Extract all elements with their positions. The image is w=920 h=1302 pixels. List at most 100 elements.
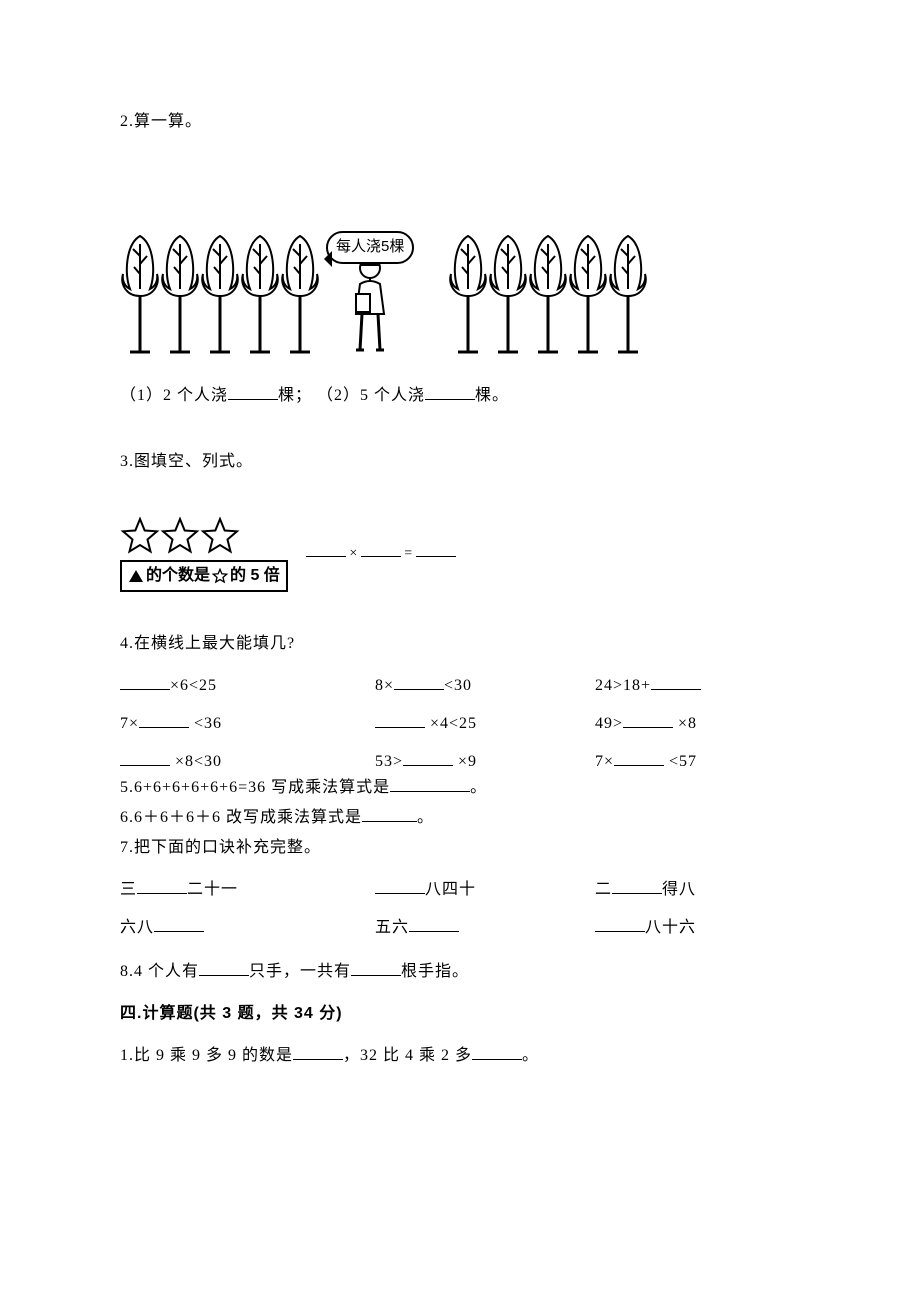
- text: 8.4 个人有: [120, 963, 199, 980]
- q6: 6.6＋6＋6＋6 改写成乘法算式是 。: [120, 806, 800, 830]
- q3-box-b: 的 5 倍: [230, 564, 280, 588]
- text: 二: [595, 881, 612, 898]
- blank: [137, 878, 187, 893]
- text: 8×: [375, 677, 394, 694]
- triangle-icon: [128, 569, 144, 583]
- q3-figure: 的个数是 的 5 倍 × =: [120, 516, 800, 592]
- tree-icon: [280, 234, 320, 354]
- blank: [375, 878, 425, 893]
- q3-box: 的个数是 的 5 倍: [120, 560, 288, 592]
- text: 得八: [662, 881, 696, 898]
- text: 1.比 9 乘 9 多 9 的数是: [120, 1047, 293, 1064]
- equals-sign: =: [404, 546, 412, 561]
- teacher-icon: [344, 254, 396, 354]
- tree-group-right: [448, 234, 648, 354]
- text: 五六: [375, 919, 409, 936]
- q7-title: 7.把下面的口诀补充完整。: [120, 836, 800, 860]
- blank: [394, 674, 444, 689]
- blank: [293, 1044, 343, 1059]
- text: 根手指。: [401, 963, 469, 980]
- blank: [390, 776, 470, 791]
- blank: [199, 960, 249, 975]
- star-icon: [120, 516, 160, 556]
- text: 7×: [120, 715, 139, 732]
- tree-icon: [608, 234, 648, 354]
- text: ，32 比 4 乘 2 多: [343, 1047, 472, 1064]
- blank: [612, 878, 662, 893]
- q2-sub1-a: （1）2 个人浇: [120, 387, 228, 404]
- q4-row1: ×6<25 8×<30 24>18+: [120, 674, 800, 698]
- q4-row2: 7× <36 ×4<25 49> ×8: [120, 712, 800, 736]
- worksheet-page: 2.算一算。 每人浇5棵 （1）2 个人浇 棵； （2）5 个人浇 棵。: [0, 0, 920, 1302]
- q7-row1: 三二十一 八四十 二得八: [120, 878, 800, 902]
- text: ×6<25: [170, 677, 217, 694]
- text: <57: [664, 753, 697, 770]
- blank: [351, 960, 401, 975]
- text: 八四十: [425, 881, 476, 898]
- q2-sub2-b: 棵。: [475, 387, 509, 404]
- q2-sub1-b: 棵；: [278, 387, 312, 404]
- trees-row: 每人浇5棵: [120, 176, 800, 354]
- blank: [416, 543, 456, 557]
- speech-bubble: 每人浇5棵: [326, 231, 414, 264]
- text: ×9: [453, 753, 477, 770]
- blank: [472, 1044, 522, 1059]
- q8: 8.4 个人有只手，一共有根手指。: [120, 960, 800, 984]
- text: 二十一: [187, 881, 238, 898]
- text: 六八: [120, 919, 154, 936]
- star-icon: [200, 516, 240, 556]
- tree-icon: [488, 234, 528, 354]
- text: 49>: [595, 715, 623, 732]
- blank: [595, 916, 645, 931]
- s4q1: 1.比 9 乘 9 多 9 的数是，32 比 4 乘 2 多。: [120, 1044, 800, 1068]
- blank: [651, 674, 701, 689]
- text: ×8: [673, 715, 697, 732]
- tree-icon: [120, 234, 160, 354]
- text: 八十六: [645, 919, 696, 936]
- q3-title: 3.图填空、列式。: [120, 450, 800, 474]
- tree-icon: [448, 234, 488, 354]
- q7-row2: 六八 五六 八十六: [120, 916, 800, 940]
- blank: [139, 712, 189, 727]
- text: 。: [470, 779, 487, 796]
- q2-illustration: 每人浇5棵: [120, 176, 800, 354]
- blank: [409, 916, 459, 931]
- blank: [425, 384, 475, 399]
- q3-left: 的个数是 的 5 倍: [120, 516, 288, 592]
- q5: 5.6+6+6+6+6+6=36 写成乘法算式是 。: [120, 776, 800, 800]
- tree-group-left: [120, 234, 320, 354]
- section4-title: 四.计算题(共 3 题，共 34 分): [120, 1002, 800, 1026]
- q4-title: 4.在横线上最大能填几?: [120, 632, 800, 656]
- q3-box-a: 的个数是: [146, 564, 210, 588]
- teacher-stack: 每人浇5棵: [326, 176, 414, 354]
- blank: [120, 674, 170, 689]
- text: 。: [417, 809, 434, 826]
- blank: [306, 543, 346, 557]
- tree-icon: [160, 234, 200, 354]
- tree-icon: [240, 234, 280, 354]
- text: 7×: [595, 753, 614, 770]
- q3-equation: × =: [306, 543, 456, 564]
- q2-subs: （1）2 个人浇 棵； （2）5 个人浇 棵。: [120, 384, 800, 408]
- text: 53>: [375, 753, 403, 770]
- blank: [614, 750, 664, 765]
- text: ×4<25: [425, 715, 477, 732]
- q2-sub2-a: （2）5 个人浇: [317, 387, 425, 404]
- text: <36: [189, 715, 222, 732]
- blank: [375, 712, 425, 727]
- text: 5.6+6+6+6+6+6=36 写成乘法算式是: [120, 779, 390, 796]
- q2-title: 2.算一算。: [120, 110, 800, 134]
- times-sign: ×: [349, 546, 357, 561]
- stars-row: [120, 516, 240, 556]
- q4-row3: ×8<30 53> ×9 7× <57: [120, 750, 800, 774]
- text: <30: [444, 677, 472, 694]
- star-icon: [160, 516, 200, 556]
- blank: [623, 712, 673, 727]
- blank: [120, 750, 170, 765]
- star-icon: [212, 568, 228, 584]
- blank: [228, 384, 278, 399]
- blank: [362, 806, 417, 821]
- text: ×8<30: [170, 753, 222, 770]
- text: 6.6＋6＋6＋6 改写成乘法算式是: [120, 809, 362, 826]
- blank: [154, 916, 204, 931]
